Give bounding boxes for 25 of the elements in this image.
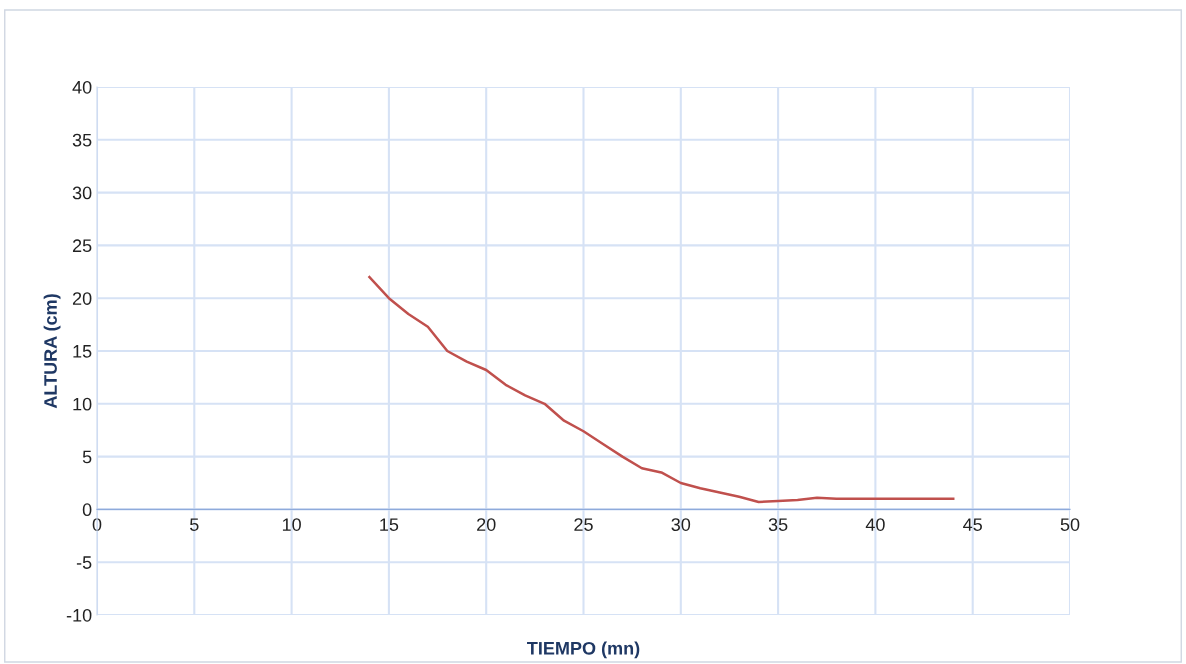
x-tick-label: 25 (574, 518, 593, 531)
y-tick-label: -10 (66, 608, 92, 622)
x-tick-label: 15 (380, 518, 399, 531)
line-series (368, 275, 955, 504)
y-tick-label: 0 (82, 503, 92, 517)
x-tick-label: 10 (282, 518, 301, 531)
x-tick-label: 5 (190, 518, 199, 531)
y-tick-label: 20 (72, 292, 92, 305)
y-tick-label: -5 (76, 556, 92, 569)
x-tick-label: 35 (768, 518, 788, 531)
x-tick-label: 45 (963, 518, 982, 531)
x-tick-label: 40 (865, 518, 885, 531)
x-tick-label: 30 (671, 518, 691, 531)
x-tick-label: 0 (92, 518, 102, 531)
y-tick-label: 25 (72, 239, 92, 253)
y-tick-label: 15 (73, 345, 92, 358)
y-tick-label: 35 (72, 133, 92, 147)
y-tick-label: 30 (72, 186, 92, 200)
y-tick-label: 5 (82, 450, 92, 464)
y-tick-label: 40 (72, 80, 92, 94)
y-axis-title: ALTURA (cm) (43, 294, 61, 409)
x-axis-title: TIEMPO (mn) (527, 641, 640, 659)
y-tick-label: 10 (73, 397, 92, 411)
x-tick-label: 20 (477, 518, 496, 531)
x-tick-label: 50 (1060, 518, 1080, 531)
